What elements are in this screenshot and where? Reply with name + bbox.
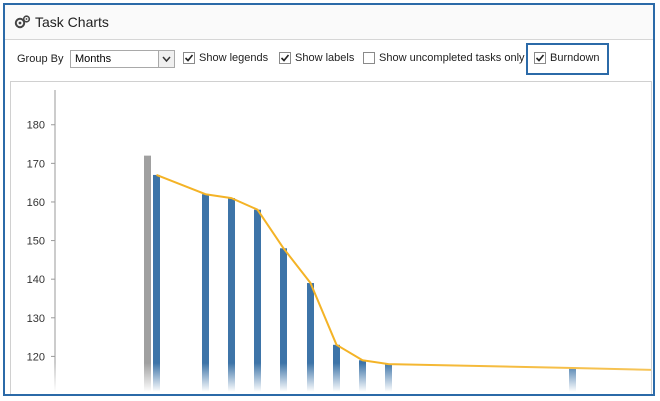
group-by-select[interactable]: Months [70,50,175,68]
chart-bar [569,367,576,394]
burndown-label: Burndown [550,52,600,64]
chart-bar [280,248,287,394]
y-tick-label: 110 [27,390,45,395]
chart-bar [228,198,235,394]
dropdown-button[interactable] [158,51,174,67]
planned-bar [144,155,151,394]
y-tick-label: 180 [27,120,45,132]
window-title: Task Charts [35,14,109,30]
chart-bar [254,209,261,394]
task-charts-window: Task Charts Group By Months Show legends… [3,3,655,396]
y-tick-label: 120 [27,351,45,363]
title-bar: Task Charts [5,5,653,40]
burndown-highlight-box [526,43,609,75]
show-labels-checkbox[interactable] [279,52,291,64]
burndown-chart: 110 120 130 140 150 160 170 180 [27,90,651,395]
show-uncompleted-checkbox[interactable] [363,52,375,64]
chart-bar [359,360,366,394]
burndown-checkbox[interactable] [534,52,546,64]
y-axis-ticks: 110 120 130 140 150 160 170 180 [27,120,55,395]
show-legends-label: Show legends [199,52,269,64]
gears-icon [14,15,31,29]
show-uncompleted-label: Show uncompleted tasks only [379,52,525,64]
y-tick-label: 140 [27,274,45,286]
chart-bar [385,364,392,394]
group-by-label: Group By [17,53,64,65]
y-tick-label: 160 [27,197,45,209]
show-labels-label: Show labels [295,52,355,64]
show-legends-checkbox[interactable] [183,52,195,64]
chart-bar [333,344,340,394]
group-by-value: Months [75,53,112,65]
chart-bar [153,174,160,394]
y-tick-label: 130 [27,313,45,325]
checkmark-icon [535,54,545,62]
checkmark-icon [280,54,290,62]
chevron-down-icon [162,56,171,63]
chart-area: 110 120 130 140 150 160 170 180 [10,81,652,395]
y-tick-label: 150 [27,236,45,248]
y-tick-label: 170 [27,158,45,170]
checkmark-icon [184,54,194,62]
toolbar: Group By Months Show legends Show labels… [5,40,653,78]
chart-bar [307,283,314,394]
chart-bar [202,194,209,394]
